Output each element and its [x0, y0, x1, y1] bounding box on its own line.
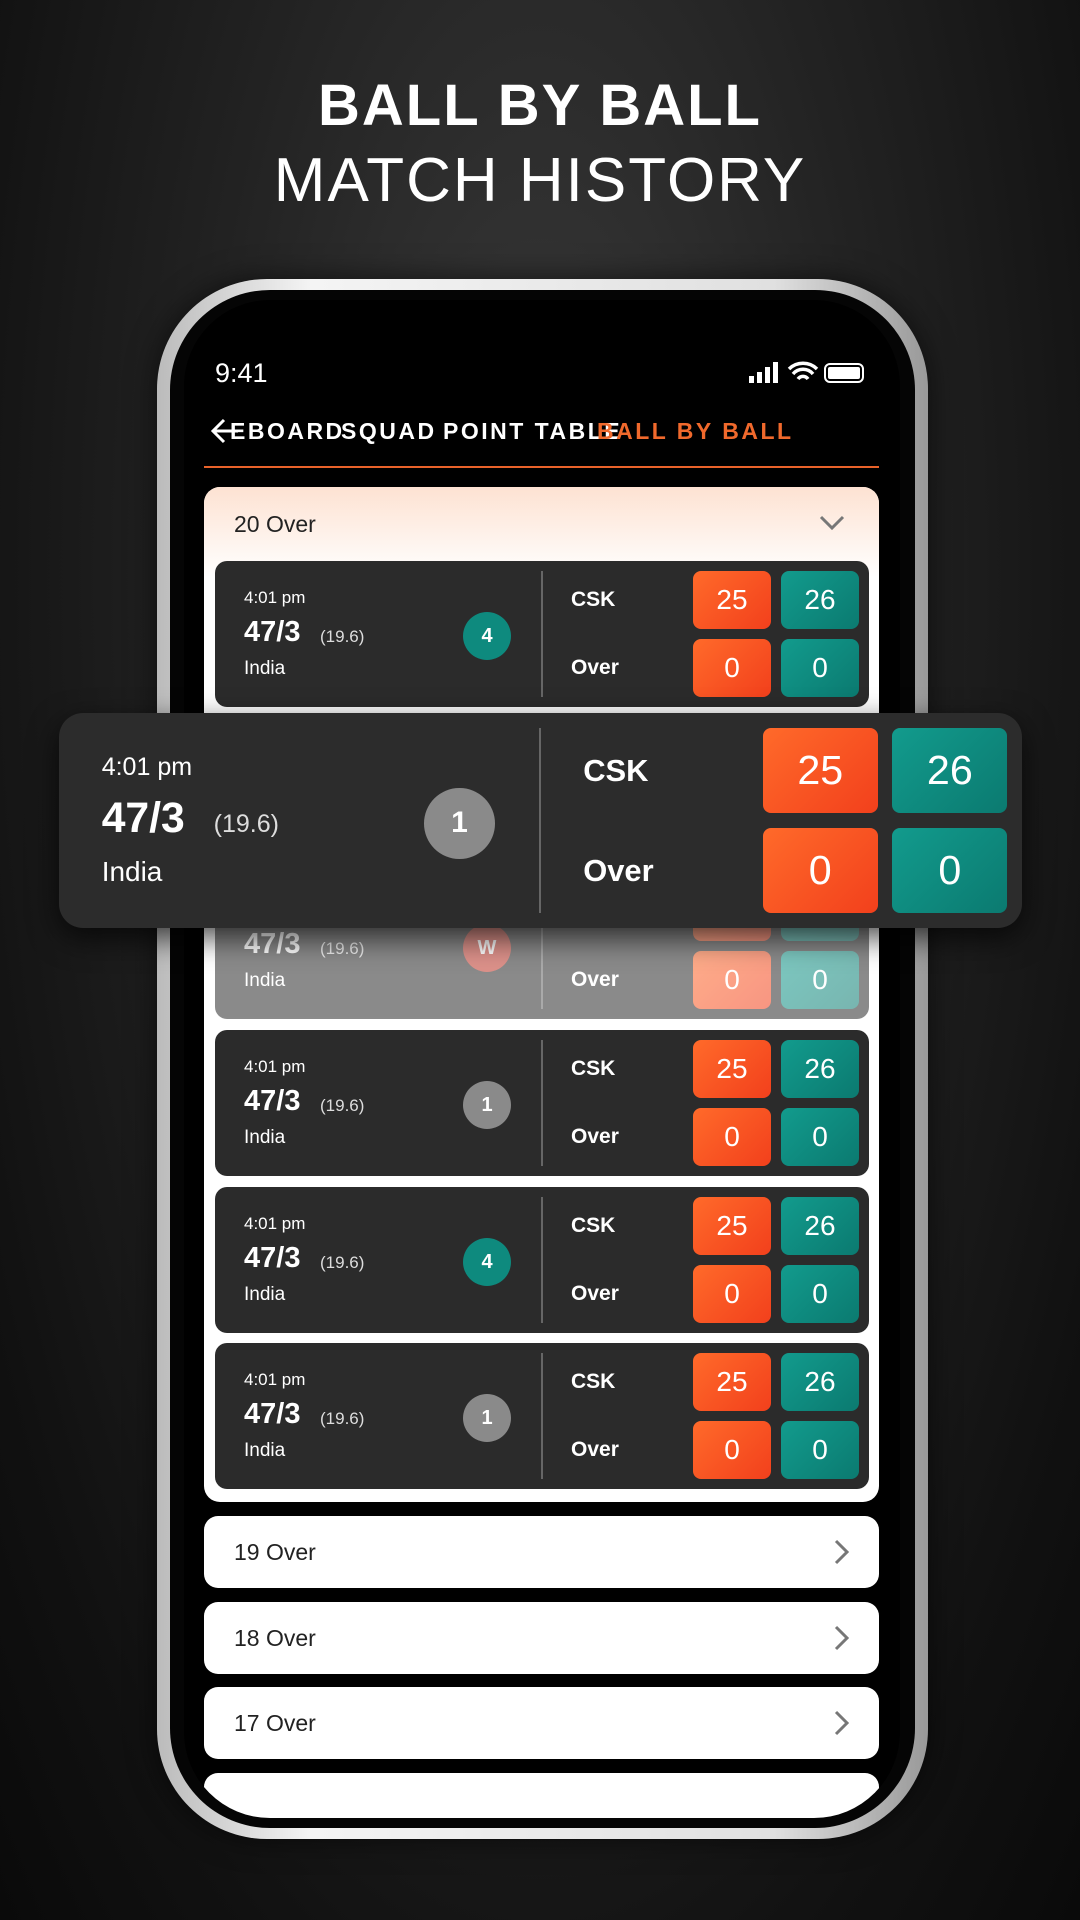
- score-box: 0: [781, 639, 859, 697]
- score-box: 0: [892, 827, 1008, 914]
- row-label: CSK: [571, 588, 616, 611]
- ball-overs: (19.6): [320, 627, 365, 646]
- score-box: 26: [892, 727, 1008, 814]
- collapsed-group[interactable]: 18 Over: [204, 1602, 879, 1674]
- headline-2: MATCH HISTORY: [273, 146, 807, 215]
- ball-score: 47/3: [244, 616, 301, 648]
- divider: [541, 883, 543, 1009]
- tab-underline: [204, 466, 879, 468]
- row-label: Over: [571, 1125, 619, 1148]
- ball-overs: (19.6): [320, 1253, 365, 1272]
- score-box: 0: [781, 1108, 859, 1166]
- collapse-chevron[interactable]: [819, 515, 845, 531]
- tab-bar: EBOARD SQUAD POINT TABLE BALL BY BALL: [184, 412, 879, 452]
- ball-team: India: [244, 658, 286, 679]
- ball-card: 4:01 pm 47/3 (19.6) India 4 CSK 25 26 Over 0 0: [215, 1187, 869, 1333]
- tab[interactable]: BALL BY BALL: [597, 418, 794, 444]
- ball-overs: (19.6): [320, 939, 365, 958]
- ball-result: 1: [463, 1394, 511, 1442]
- score-box: 26: [781, 1040, 859, 1098]
- ball-overs: (19.6): [213, 810, 279, 839]
- score-box: 0: [693, 951, 771, 1009]
- headline-1: BALL BY BALL: [318, 73, 762, 138]
- divider: [541, 1040, 543, 1166]
- score-box: 25: [762, 727, 878, 814]
- score-box: 0: [781, 951, 859, 1009]
- group-title: 19 Over: [234, 1539, 316, 1565]
- collapsed-group[interactable]: 19 Over: [204, 1516, 879, 1588]
- group-title: 18 Over: [234, 1625, 316, 1651]
- ball-time: 4:01 pm: [244, 1214, 306, 1233]
- expand-chevron: [834, 1539, 850, 1565]
- ball-score: 47/3: [244, 1398, 301, 1430]
- ball-time: 4:01 pm: [244, 588, 306, 607]
- ball-team: India: [244, 1127, 286, 1148]
- row-label: Over: [583, 852, 654, 888]
- tab[interactable]: EBOARD: [230, 418, 345, 444]
- score-box: 0: [781, 1421, 859, 1479]
- tab[interactable]: SQUAD: [341, 418, 437, 444]
- score-box: 25: [693, 1197, 771, 1255]
- more-group: [204, 1773, 879, 1818]
- score-box: 0: [762, 827, 878, 914]
- ball-time: 4:01 pm: [244, 1370, 306, 1389]
- score-box: 25: [693, 1040, 771, 1098]
- ball-result: 1: [463, 1081, 511, 1129]
- divider: [539, 727, 542, 914]
- divider: [541, 571, 543, 697]
- row-label: CSK: [571, 1057, 616, 1080]
- row-label: CSK: [571, 1370, 616, 1393]
- expand-chevron: [834, 1625, 850, 1651]
- ball-card: 4:01 pm 47/3 (19.6) India 1 CSK 25 26 Over 0 0: [215, 1343, 869, 1489]
- divider: [541, 1353, 543, 1479]
- ball-team: India: [244, 1440, 286, 1461]
- score-box: 0: [693, 1265, 771, 1323]
- ball-team: India: [244, 1284, 286, 1305]
- score-box: 0: [781, 1265, 859, 1323]
- group-title: 20 Over: [234, 511, 316, 537]
- score-box: 25: [693, 1353, 771, 1411]
- ball-team: India: [244, 970, 286, 991]
- divider: [541, 1197, 543, 1323]
- screen: 9:41 EBOARD SQUAD POINT TABLE BALL BY BALL …: [184, 300, 900, 1818]
- score-box: 0: [693, 639, 771, 697]
- score-box: 26: [781, 1353, 859, 1411]
- group-title: 17 Over: [234, 1710, 316, 1736]
- ball-result: 4: [463, 612, 511, 660]
- status-time: 9:41: [215, 358, 268, 388]
- over-group: 20 Over 4:01 pm 47/3 (19.6) India 4 CSK 25 26 Ov…: [204, 487, 879, 1502]
- ball-result: W: [463, 924, 511, 972]
- row-label: CSK: [571, 1214, 616, 1237]
- score-box: 0: [693, 1108, 771, 1166]
- score-box: 26: [781, 1197, 859, 1255]
- back-button[interactable]: [210, 417, 240, 445]
- score-box: 26: [781, 571, 859, 629]
- tab[interactable]: POINT TABLE: [443, 418, 623, 444]
- row-label: Over: [571, 968, 619, 991]
- row-label: Over: [571, 656, 619, 679]
- ball-time: 4:01 pm: [101, 752, 193, 781]
- row-label: CSK: [583, 752, 649, 788]
- ball-score: 47/3: [244, 1085, 301, 1117]
- ball-card: 4:01 pm 47/3 (19.6) India 4 CSK 25 26 Over 0 0: [215, 561, 869, 707]
- status-icons: [749, 361, 864, 383]
- ball-team: India: [101, 855, 163, 887]
- ball-overs: (19.6): [320, 1409, 365, 1428]
- ball-result: 4: [463, 1238, 511, 1286]
- ball-score: 47/3: [101, 793, 185, 842]
- row-label: Over: [571, 1282, 619, 1305]
- ball-time: 4:01 pm: [244, 1057, 306, 1076]
- row-label: Over: [571, 1438, 619, 1461]
- ball-result: 1: [424, 788, 495, 859]
- ball-score: 47/3: [244, 928, 301, 960]
- score-box: 25: [693, 571, 771, 629]
- expand-chevron: [834, 1710, 850, 1736]
- ball-card: 4:01 pm 47/3 (19.6) India 1 CSK 25 26 Over 0 0: [215, 1030, 869, 1176]
- ball-overs: (19.6): [320, 1096, 365, 1115]
- ball-score: 47/3: [244, 1242, 301, 1274]
- score-box: 0: [693, 1421, 771, 1479]
- collapsed-group[interactable]: 17 Over: [204, 1687, 879, 1759]
- ball-card: 4:01 pm 47/3 (19.6) India 1 CSK 25 26 Over 0 0: [59, 713, 1022, 928]
